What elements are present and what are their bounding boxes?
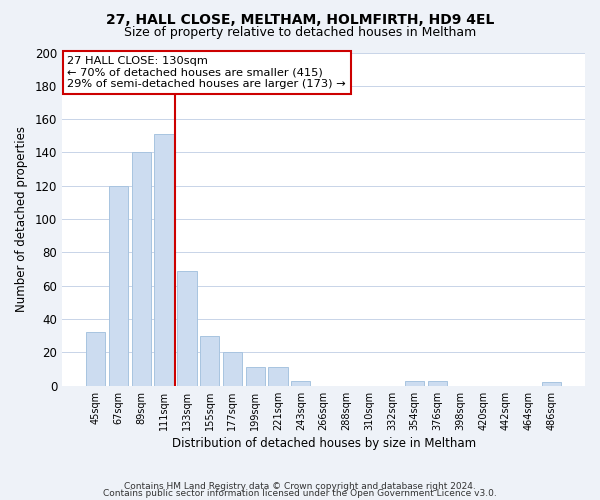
Bar: [154, 134, 174, 386]
Bar: [542, 382, 561, 386]
Bar: [223, 352, 242, 386]
Text: Contains public sector information licensed under the Open Government Licence v3: Contains public sector information licen…: [103, 490, 497, 498]
Bar: [428, 381, 447, 386]
Bar: [291, 381, 310, 386]
Text: Contains HM Land Registry data © Crown copyright and database right 2024.: Contains HM Land Registry data © Crown c…: [124, 482, 476, 491]
Bar: [200, 336, 219, 386]
Bar: [177, 271, 197, 386]
Text: 27, HALL CLOSE, MELTHAM, HOLMFIRTH, HD9 4EL: 27, HALL CLOSE, MELTHAM, HOLMFIRTH, HD9 …: [106, 12, 494, 26]
Bar: [109, 186, 128, 386]
Bar: [405, 381, 424, 386]
Bar: [131, 152, 151, 386]
Text: 27 HALL CLOSE: 130sqm
← 70% of detached houses are smaller (415)
29% of semi-det: 27 HALL CLOSE: 130sqm ← 70% of detached …: [67, 56, 346, 89]
Bar: [86, 332, 106, 386]
Bar: [245, 368, 265, 386]
X-axis label: Distribution of detached houses by size in Meltham: Distribution of detached houses by size …: [172, 437, 476, 450]
Bar: [268, 368, 287, 386]
Text: Size of property relative to detached houses in Meltham: Size of property relative to detached ho…: [124, 26, 476, 39]
Y-axis label: Number of detached properties: Number of detached properties: [15, 126, 28, 312]
